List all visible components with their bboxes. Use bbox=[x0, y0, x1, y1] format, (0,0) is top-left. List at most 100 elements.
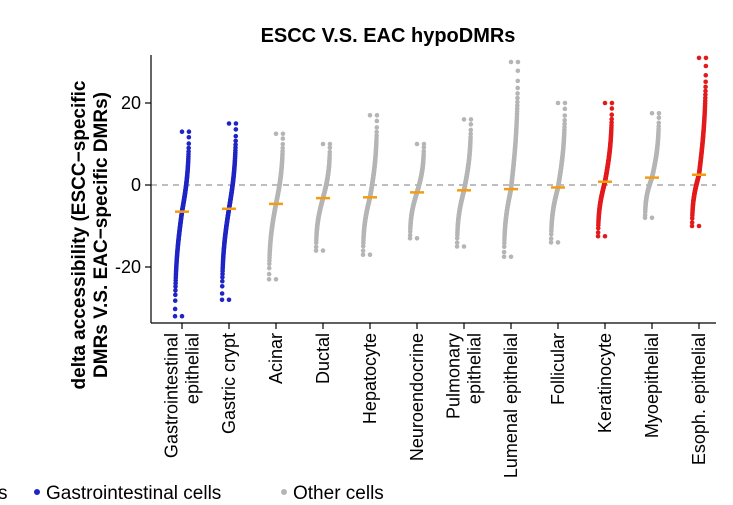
legend-marker-other bbox=[281, 489, 287, 495]
data-point bbox=[696, 223, 702, 229]
data-point bbox=[219, 283, 225, 289]
data-point bbox=[609, 120, 614, 125]
data-point bbox=[313, 244, 319, 250]
x-tick-label: epithelial bbox=[183, 333, 203, 404]
x-axis: Gastrointestinal epithelial Gastric crypt A… bbox=[151, 322, 716, 478]
data-point bbox=[367, 113, 373, 118]
category-4-points bbox=[360, 113, 380, 257]
data-point bbox=[374, 113, 380, 118]
legend-partial-text: s bbox=[0, 483, 8, 504]
data-point bbox=[179, 313, 185, 319]
data-point bbox=[609, 100, 615, 106]
data-point bbox=[367, 252, 373, 257]
y-axis-label-line-2: DMRs V.S. EAC−specific DMRs) bbox=[91, 92, 112, 378]
y-tick-label: 0 bbox=[131, 175, 141, 195]
data-point bbox=[313, 248, 319, 253]
data-point bbox=[421, 148, 427, 154]
data-point bbox=[562, 100, 568, 106]
data-point bbox=[696, 55, 702, 61]
data-point bbox=[508, 254, 514, 260]
data-point bbox=[172, 298, 178, 303]
data-point bbox=[689, 223, 695, 229]
data-point bbox=[360, 252, 366, 257]
x-tick-label: Ductal bbox=[313, 333, 333, 384]
data-point bbox=[266, 277, 272, 282]
data-point bbox=[172, 313, 178, 319]
data-point bbox=[173, 284, 178, 289]
data-point bbox=[220, 278, 225, 284]
category-10-points bbox=[642, 110, 662, 221]
data-point bbox=[649, 215, 655, 221]
data-point bbox=[689, 220, 695, 225]
data-point bbox=[703, 95, 708, 101]
data-point bbox=[602, 233, 608, 239]
data-point bbox=[703, 88, 708, 94]
data-point bbox=[515, 103, 520, 108]
data-point bbox=[515, 95, 520, 101]
data-point bbox=[548, 236, 554, 241]
data-point bbox=[219, 291, 225, 296]
data-point bbox=[649, 110, 655, 116]
data-point bbox=[703, 55, 709, 61]
data-point bbox=[267, 261, 272, 267]
y-axis-label-line-1: delta accessibility (ESCC−specific bbox=[69, 80, 90, 389]
data-point bbox=[555, 100, 561, 106]
data-point bbox=[703, 63, 709, 69]
legend-label-gi: Gastrointestinal cells bbox=[46, 483, 221, 504]
x-tick-label: Keratinocyte bbox=[595, 333, 615, 433]
data-point bbox=[609, 106, 615, 111]
data-point bbox=[461, 244, 467, 249]
data-point bbox=[515, 85, 520, 91]
x-tick-label: Gastrointestinal bbox=[162, 333, 182, 458]
data-point bbox=[273, 277, 279, 282]
data-point bbox=[327, 145, 333, 151]
data-point bbox=[173, 292, 178, 298]
data-point bbox=[562, 121, 567, 127]
data-point bbox=[602, 100, 608, 106]
data-point bbox=[186, 149, 191, 154]
data-point bbox=[703, 84, 708, 90]
category-6-points bbox=[454, 117, 474, 249]
data-point bbox=[501, 244, 507, 249]
data-point bbox=[609, 116, 614, 122]
data-point bbox=[374, 129, 379, 135]
x-tick-label: Neuroendocrine bbox=[407, 333, 427, 461]
data-point bbox=[595, 233, 601, 239]
data-point bbox=[414, 236, 420, 241]
y-axis: 20 0 -20 bbox=[115, 55, 152, 323]
data-point bbox=[454, 240, 460, 245]
data-point bbox=[656, 110, 662, 116]
data-point bbox=[226, 297, 232, 303]
data-point bbox=[320, 141, 326, 147]
x-tick-label: Follicular bbox=[548, 333, 568, 405]
data-point bbox=[468, 122, 474, 127]
category-9-points bbox=[595, 100, 615, 239]
data-point bbox=[609, 112, 615, 117]
data-point bbox=[186, 145, 191, 151]
data-point bbox=[374, 133, 379, 138]
category-5-points bbox=[407, 141, 427, 241]
data-point bbox=[703, 92, 708, 97]
plot-area bbox=[151, 55, 716, 319]
data-point bbox=[407, 232, 413, 238]
data-point bbox=[421, 141, 427, 147]
category-0-points bbox=[172, 129, 192, 319]
data-point bbox=[172, 306, 178, 312]
y-tick-label: 20 bbox=[121, 93, 141, 113]
data-point bbox=[233, 142, 238, 147]
x-tick-label: Gastric crypt bbox=[219, 333, 239, 434]
data-point bbox=[280, 141, 286, 147]
category-3-points bbox=[313, 141, 333, 253]
data-point bbox=[461, 117, 467, 122]
data-point bbox=[360, 248, 366, 254]
data-point bbox=[515, 78, 521, 84]
data-point bbox=[280, 145, 285, 151]
x-tick-label: Hepatocyte bbox=[360, 333, 380, 424]
data-point bbox=[595, 230, 601, 235]
data-point bbox=[173, 288, 178, 293]
data-point bbox=[656, 124, 661, 129]
data-point bbox=[266, 265, 272, 271]
data-point bbox=[179, 129, 185, 134]
data-point bbox=[501, 249, 507, 255]
